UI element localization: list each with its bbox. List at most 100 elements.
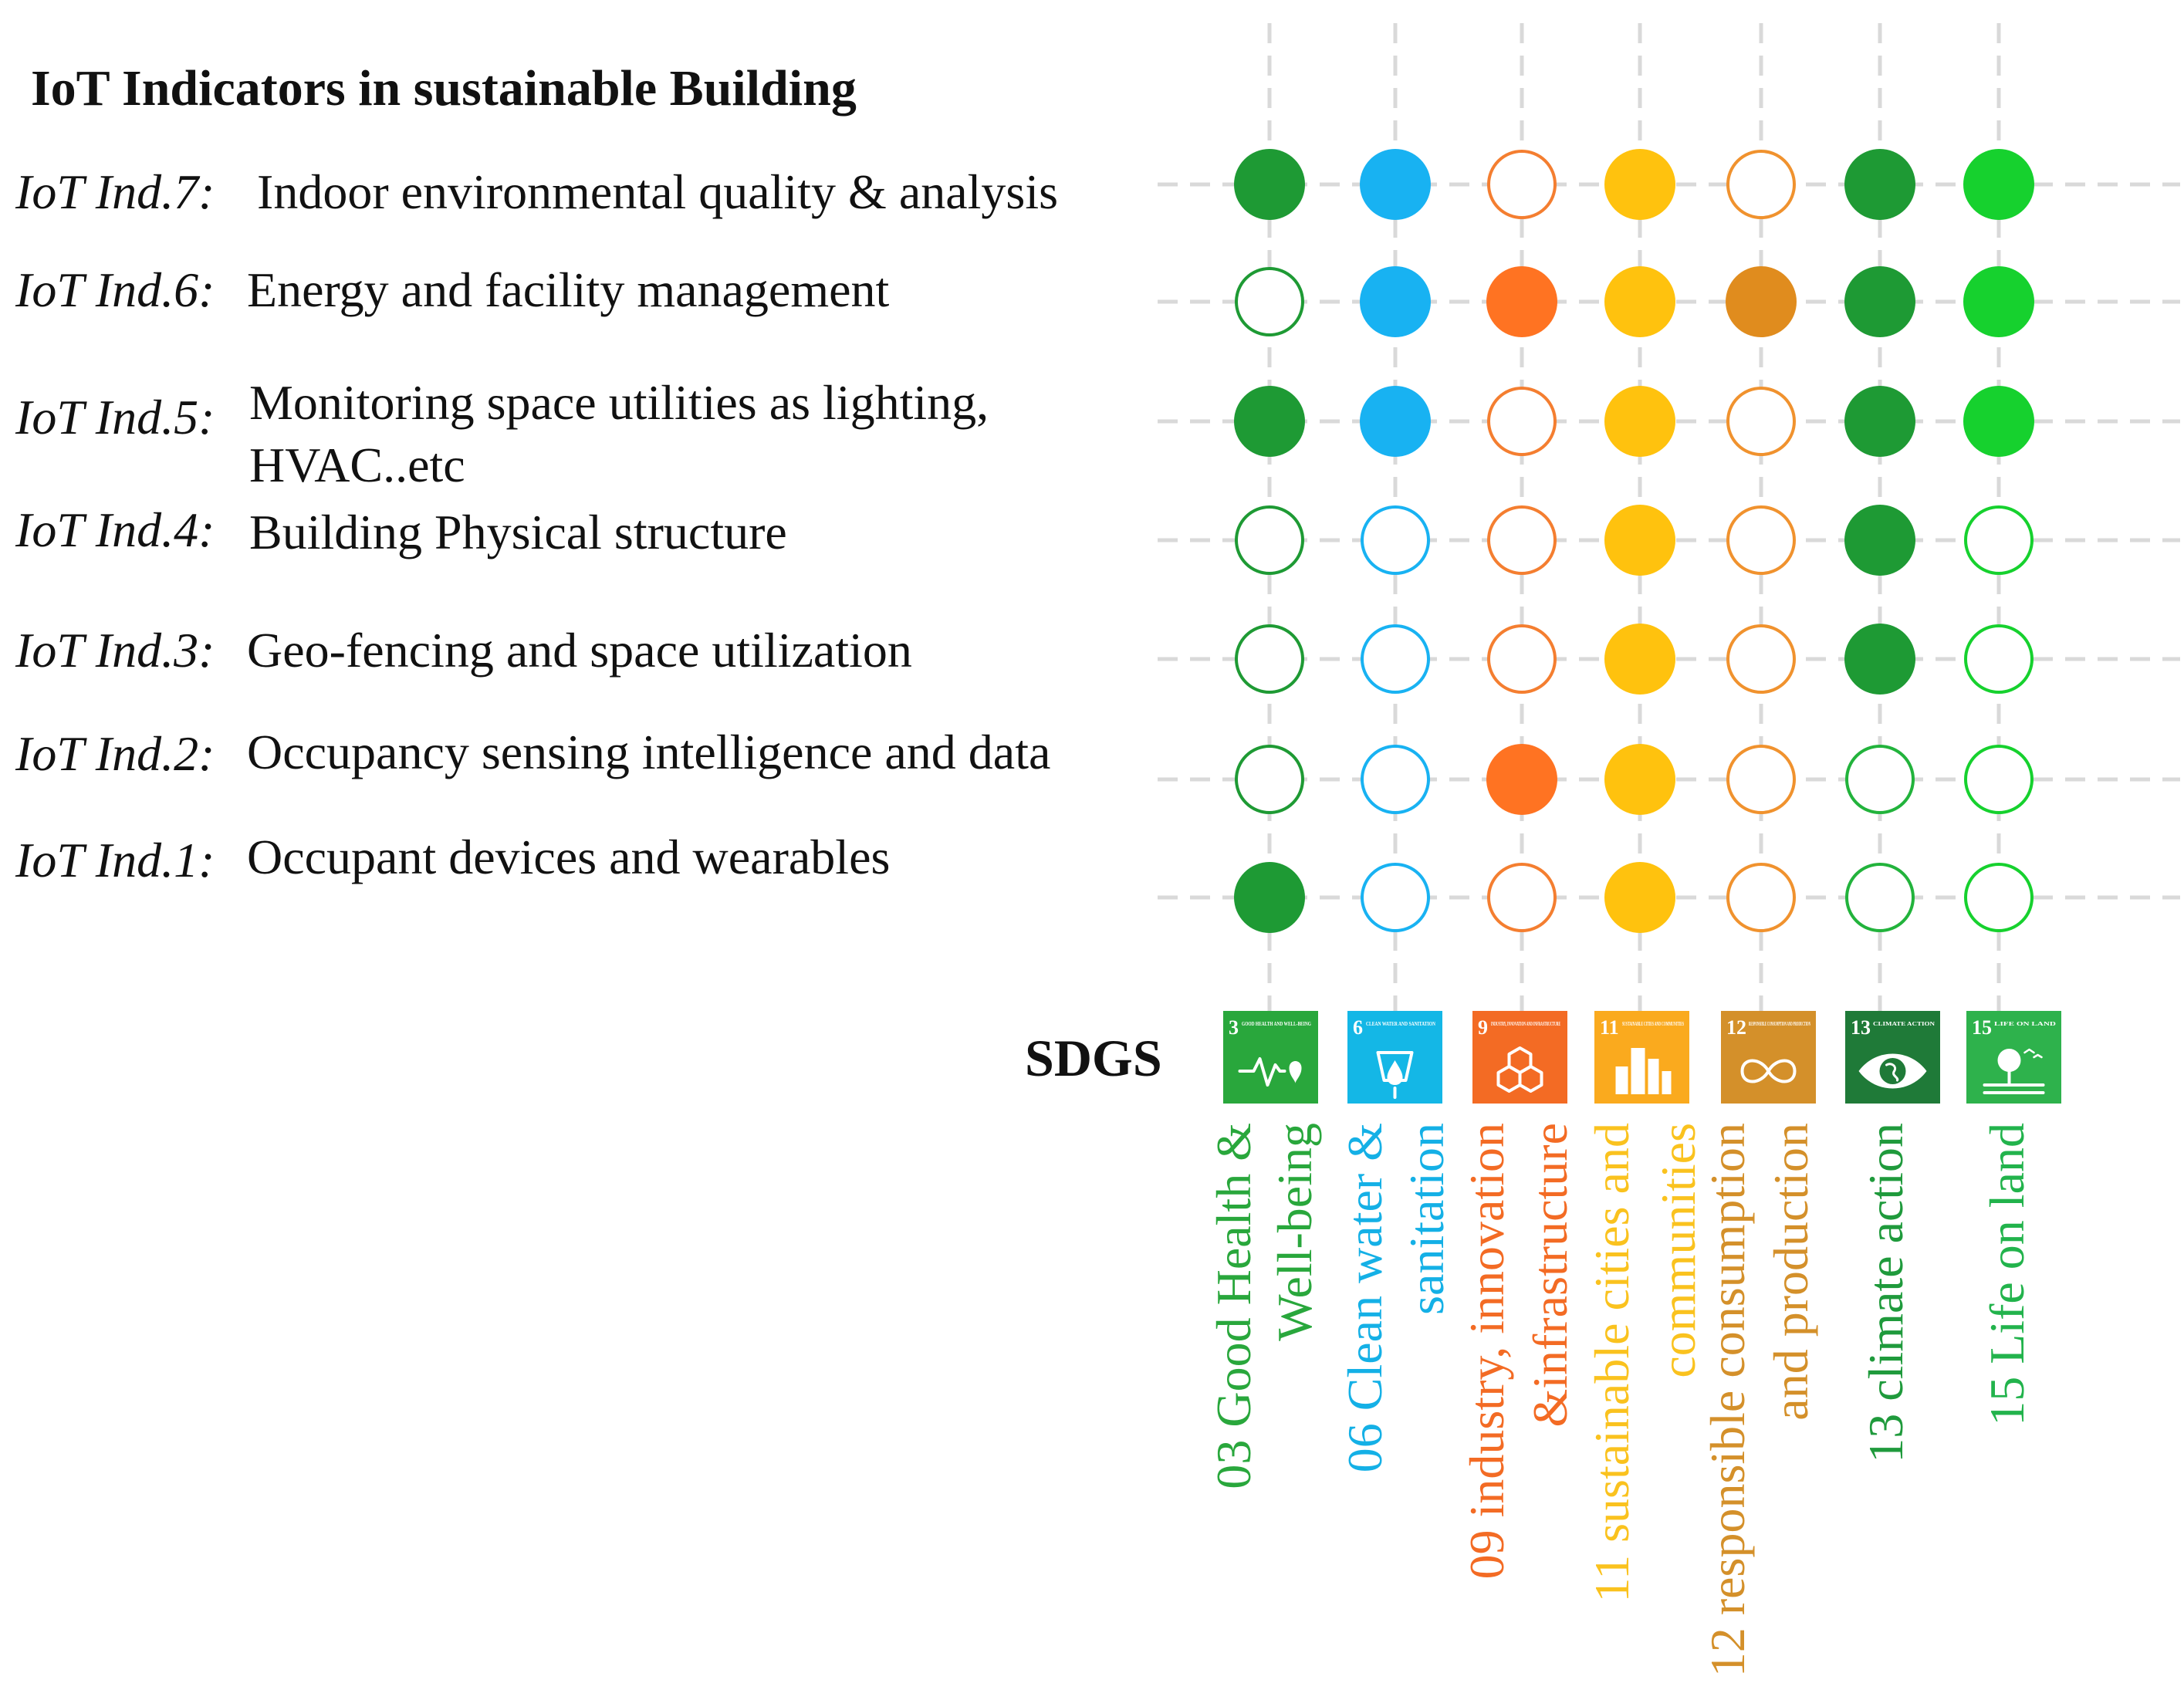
outline-circle [1487, 863, 1557, 932]
goal-label: 12 responsible consumption [1700, 1123, 1755, 1677]
sdg-tile-title: RESPONSIBLE CONSUMPTION AND PRODUCTION [1749, 1020, 1810, 1027]
sdg-tile-background [1223, 1011, 1318, 1104]
filled-circle [1360, 149, 1431, 220]
filled-circle [1963, 386, 2034, 457]
sdg-tile-3: 3 GOOD HEALTH AND WELL-BEING [1223, 1011, 1318, 1104]
indicator-labels: IoT Ind.7: Indoor environmental quality &… [15, 164, 1058, 887]
filled-circle [1486, 744, 1557, 815]
goal-labels: 03 Good Health & Well-being 06 Clean water… [1206, 1123, 2034, 1677]
cubes-icon [1496, 1046, 1543, 1093]
sdg-tile-number: 15 [1972, 1016, 1992, 1039]
outline-circle [1845, 745, 1915, 814]
indicator-code: IoT Ind.2: [15, 726, 215, 781]
outline-circle [1487, 387, 1557, 456]
goal-label: &infrastructure [1523, 1123, 1577, 1428]
filled-circle [1234, 149, 1305, 220]
filled-circle [1844, 266, 1915, 337]
goal-label: 06 Clean water & [1337, 1123, 1392, 1472]
heartbeat-icon [1238, 1057, 1302, 1087]
diagram-title: IoT Indicators in sustainable Building [31, 60, 857, 117]
outline-circle [1361, 505, 1430, 575]
filled-circle [1604, 386, 1675, 457]
goal-label: 03 Good Health & [1206, 1123, 1261, 1489]
outline-circle [1726, 745, 1796, 814]
goal-label: 09 industry, innovation [1459, 1123, 1514, 1579]
outline-circle [1726, 387, 1796, 456]
filled-circle [1360, 266, 1431, 337]
sdg-tile-13: 13 CLIMATE ACTION [1845, 1011, 1940, 1104]
sdg-tile-title: GOOD HEALTH AND WELL-BEING [1242, 1020, 1311, 1027]
indicator-description: Occupancy sensing intelligence and data [247, 725, 1050, 779]
outline-circle [1726, 624, 1796, 694]
sdg-tile-title: SUSTAINABLE CITIES AND COMMUNITIES [1622, 1020, 1684, 1027]
indicator-code: IoT Ind.3: [15, 623, 215, 678]
goal-label: 15 Life on land [1979, 1123, 2034, 1426]
sdg-tile-11: 11 SUSTAINABLE CITIES AND COMMUNITIES [1594, 1011, 1689, 1104]
indicator-code: IoT Ind.7: [15, 164, 215, 219]
filled-circle [1963, 149, 2034, 220]
sdg-tile-number: 13 [1851, 1016, 1871, 1039]
indicator-description: Indoor environmental quality & analysis [257, 164, 1058, 219]
goal-label: Well-being [1267, 1123, 1322, 1341]
mapping-circles [1234, 149, 2034, 933]
filled-circle [1234, 386, 1305, 457]
filled-circle [1604, 149, 1675, 220]
filled-circle [1604, 862, 1675, 933]
city-icon [1615, 1048, 1672, 1094]
indicator-code: IoT Ind.1: [15, 833, 215, 887]
outline-circle [1845, 863, 1915, 932]
filled-circle [1844, 386, 1915, 457]
sdg-tile-number: 3 [1229, 1016, 1239, 1039]
outline-circle [1964, 863, 2034, 932]
eye-globe-icon [1858, 1053, 1927, 1089]
sdg-tile-number: 11 [1600, 1016, 1619, 1039]
indicator-code: IoT Ind.5: [15, 390, 215, 444]
indicator-description: Occupant devices and wearables [247, 830, 890, 884]
goal-label: sanitation [1399, 1123, 1454, 1315]
indicator-code: IoT Ind.4: [15, 502, 215, 557]
indicator-description: HVAC..etc [249, 438, 465, 492]
sdg-tile-9: 9 INDUSTRY, INNOVATION AND INFRASTRUCTURE [1472, 1011, 1567, 1104]
sdg-tile-15: 15 LIFE ON LAND [1966, 1011, 2061, 1104]
filled-circle [1604, 266, 1675, 337]
sdg-tile-number: 9 [1478, 1016, 1488, 1039]
outline-circle [1726, 863, 1796, 932]
filled-circle [1844, 505, 1915, 576]
outline-circle [1361, 745, 1430, 814]
indicator-code: IoT Ind.6: [15, 262, 215, 317]
outline-circle [1235, 624, 1304, 694]
outline-circle [1487, 150, 1557, 219]
sdg-tile-12: 12 RESPONSIBLE CONSUMPTION AND PRODUCTION [1721, 1011, 1816, 1104]
sdg-tile-title: CLEAN WATER AND SANITATION [1366, 1020, 1435, 1027]
outline-circle [1964, 624, 2034, 694]
tree-icon [1983, 1048, 2045, 1094]
filled-circle [1604, 624, 1675, 695]
sdg-tile-title: INDUSTRY, INNOVATION AND INFRASTRUCTURE [1491, 1020, 1560, 1027]
indicator-description: Monitoring space utilities as lighting, [249, 375, 989, 430]
filled-circle [1486, 266, 1557, 337]
filled-circle [1844, 149, 1915, 220]
filled-circle [1234, 862, 1305, 933]
sdg-tile-title: CLIMATE ACTION [1873, 1020, 1936, 1027]
infinity-icon [1740, 1059, 1797, 1083]
filled-circle [1963, 266, 2034, 337]
filled-circle [1604, 744, 1675, 815]
outline-circle [1487, 505, 1557, 575]
goal-label: communities [1651, 1123, 1706, 1378]
filled-circle [1844, 624, 1915, 695]
sdg-tile-title: LIFE ON LAND [1994, 1020, 2057, 1027]
sdg-tile-background [1472, 1011, 1567, 1104]
outline-circle [1487, 624, 1557, 694]
outline-circle [1361, 863, 1430, 932]
sdg-tiles: 3 GOOD HEALTH AND WELL-BEING 6 CLEAN WATER … [1223, 1011, 2061, 1104]
sdgs-label: SDGS [1025, 1029, 1162, 1087]
indicator-description: Energy and facility management [247, 262, 890, 317]
filled-circle [1360, 386, 1431, 457]
goal-label: 11 sustainable cities and [1584, 1123, 1639, 1602]
goal-label: and production [1763, 1123, 1818, 1421]
outline-circle [1726, 150, 1796, 219]
outline-circle [1235, 745, 1304, 814]
indicator-description: Geo-fencing and space utilization [247, 623, 912, 678]
goal-label: 13 climate action [1858, 1123, 1913, 1463]
